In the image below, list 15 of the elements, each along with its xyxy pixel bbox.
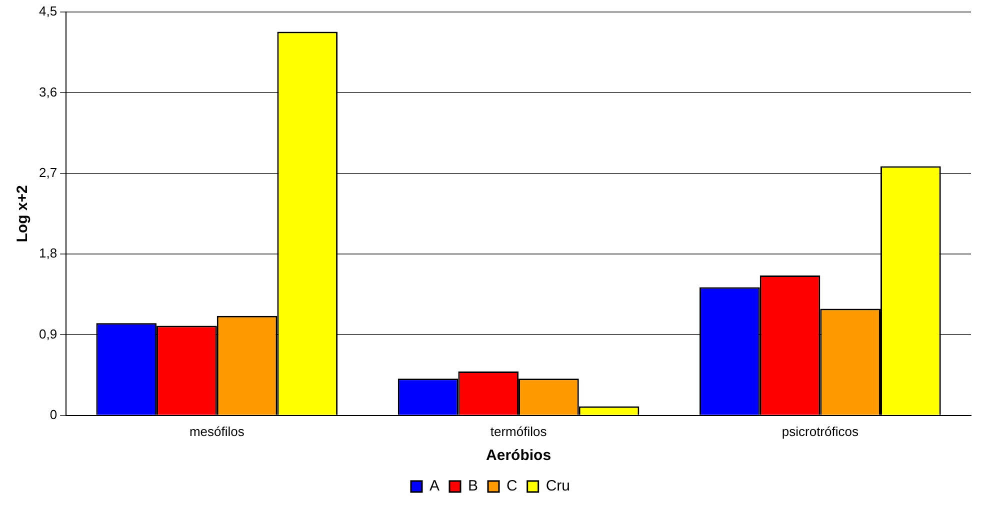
- legend-label: B: [468, 478, 478, 495]
- y-tick-label: 1,8: [38, 246, 58, 261]
- y-tick-label: 0: [50, 406, 58, 422]
- y-tick-label: 4,5: [38, 4, 58, 19]
- y-tick-label: 0,9: [38, 326, 58, 342]
- legend-label: Cru: [546, 478, 570, 495]
- x-tick-label: termófilos: [490, 424, 548, 439]
- legend-label: C: [506, 478, 518, 495]
- y-tick-label: 3,6: [38, 84, 58, 100]
- x-tick-label: mesófilos: [189, 424, 245, 439]
- x-axis-title: Aeróbios: [486, 447, 552, 464]
- x-tick-label: psicrotróficos: [782, 424, 859, 439]
- legend-label: A: [429, 478, 440, 495]
- y-tick-label: 2,7: [38, 164, 58, 180]
- y-axis-title: Log x+2: [14, 185, 32, 242]
